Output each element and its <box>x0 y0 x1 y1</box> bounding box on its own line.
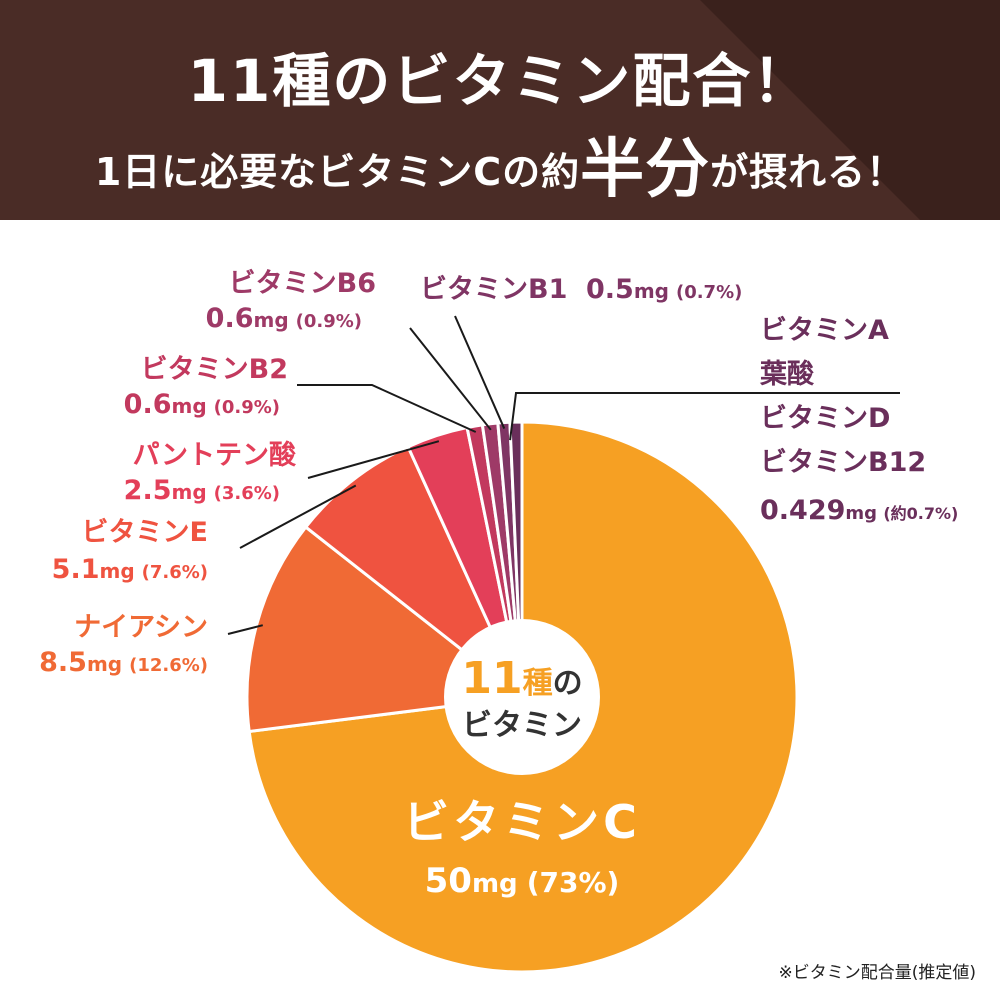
slice-name-line-vitamin-a-folate-d-b12: ビタミンA <box>760 315 889 346</box>
center-label-line2: ビタミン <box>462 708 582 743</box>
headline: 11種のビタミン配合！ <box>187 47 813 115</box>
pie-slice-vitamin-e <box>303 444 524 699</box>
center-unit: 種 <box>523 666 553 701</box>
leader-line-vitamin-a-folate-d-b12 <box>509 392 900 441</box>
slice-unit: mg <box>172 394 214 418</box>
slice-mg: 5.1 <box>52 554 100 585</box>
slice-mg: 2.5 <box>124 475 172 506</box>
slice-value-vitamin-b2: 0.6mg (0.9%) <box>124 389 280 420</box>
slice-name-line-vitamin-a-folate-d-b12: 葉酸 <box>759 359 815 390</box>
slice-mg: 0.5 <box>586 274 634 305</box>
slice-name-vitamin-e: ビタミンE <box>82 517 208 548</box>
slice-value-vitamin-e: 5.1mg (7.6%) <box>52 554 208 585</box>
slice-unit: mg <box>172 480 214 504</box>
leader-line-vitamin-b2 <box>297 384 477 433</box>
slice-value-vitamin-c: 50mg (73%) <box>425 861 620 901</box>
header-banner: 11種のビタミン配合！ 1日に必要なビタミンCの約半分が摂れる！ <box>0 0 1000 220</box>
slice-unit: mg <box>254 308 296 332</box>
slice-name-vitamin-c: ビタミンC <box>403 795 641 849</box>
slice-pct: (73%) <box>527 866 620 899</box>
slice-pct: (7.6%) <box>142 562 208 583</box>
leader-line-vitamin-e <box>239 484 357 549</box>
slice-unit: mg <box>472 869 527 899</box>
banner-dark-corner <box>700 0 1000 220</box>
center-label-line1: 11種の <box>461 653 582 704</box>
slice-pct: (0.9%) <box>296 311 362 332</box>
slice-name-line-vitamin-a-folate-d-b12: ビタミンD <box>760 403 890 434</box>
slice-name-vitamin-b2: ビタミンB2 <box>141 354 288 385</box>
slice-unit: mg <box>100 559 142 583</box>
slice-unit: mg <box>87 652 129 676</box>
slice-value-pantothenic-acid: 2.5mg (3.6%) <box>124 475 280 506</box>
slice-pct: (12.6%) <box>129 655 208 676</box>
slice-mg: 50 <box>425 861 472 901</box>
slice-value-vitamin-b6: 0.6mg (0.9%) <box>206 303 362 334</box>
slice-pct: (0.9%) <box>214 397 280 418</box>
banner-decoration <box>700 0 1000 220</box>
subheadline-pre: 1日に必要なビタミンCの約 <box>94 150 581 194</box>
slice-unit: mg <box>634 279 676 303</box>
leader-line-vitamin-b1 <box>454 315 506 429</box>
slice-value-niacin: 8.5mg (12.6%) <box>39 647 208 678</box>
slice-name-line-vitamin-a-folate-d-b12: ビタミンB12 <box>760 447 926 478</box>
leader-line-niacin <box>227 624 264 635</box>
center-suffix: の <box>553 666 583 701</box>
slice-mg: 0.429 <box>760 495 845 526</box>
slice-name-niacin: ナイアシン <box>74 612 208 643</box>
footnote: ※ビタミン配合量(推定値) <box>778 963 976 983</box>
slice-mg: 0.6 <box>206 303 254 334</box>
slice-pct: (0.7%) <box>676 282 742 303</box>
slice-name-vitamin-b1: ビタミンB1 <box>420 274 567 305</box>
leader-line-vitamin-b6 <box>409 327 492 431</box>
subheadline-emphasis: 半分 <box>580 133 711 207</box>
slice-value-vitamin-b1: 0.5mg (0.7%) <box>586 274 742 305</box>
slice-name-pantothenic-acid: パントテン酸 <box>133 440 297 471</box>
subheadline: 1日に必要なビタミンCの約半分が摂れる！ <box>0 118 1000 210</box>
slice-pct: (約0.7%) <box>883 504 958 523</box>
subheadline-post: が摂れる！ <box>710 150 906 194</box>
leader-line-pantothenic-acid <box>307 440 440 479</box>
leader-lines <box>227 315 900 635</box>
slice-unit: mg <box>845 503 883 524</box>
center-circle <box>444 619 600 775</box>
slice-mg: 0.6 <box>124 389 172 420</box>
slice-value-vitamin-a-folate-d-b12: 0.429mg (約0.7%) <box>760 495 958 526</box>
slice-name-vitamin-b6: ビタミンB6 <box>229 268 376 299</box>
center-count: 11 <box>461 653 522 704</box>
slice-mg: 8.5 <box>39 647 87 678</box>
slice-pct: (3.6%) <box>214 483 280 504</box>
